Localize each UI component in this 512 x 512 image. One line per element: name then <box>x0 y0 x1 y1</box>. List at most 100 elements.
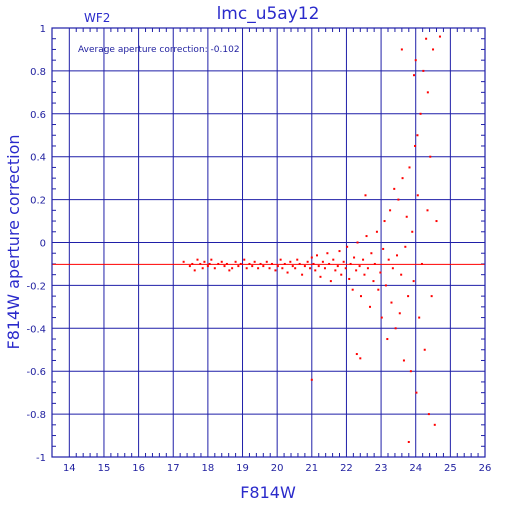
data-point <box>262 265 265 268</box>
data-point <box>404 245 407 248</box>
data-point <box>228 269 231 272</box>
x-tick-label-12: 26 <box>479 463 492 474</box>
y-tick-label-7: 0.4 <box>30 153 46 164</box>
y-tick-label-9: 0.8 <box>30 67 46 78</box>
data-point <box>321 260 324 263</box>
data-point <box>274 269 277 272</box>
data-point <box>383 220 386 223</box>
data-point <box>348 277 351 280</box>
data-point <box>182 260 185 263</box>
x-tick-label-3: 17 <box>167 463 180 474</box>
data-point <box>332 258 335 261</box>
data-point <box>429 155 432 158</box>
data-point <box>296 258 299 261</box>
x-axis-label: F814W <box>240 483 296 502</box>
data-point <box>359 357 362 360</box>
data-point <box>387 258 390 261</box>
data-point <box>419 112 422 115</box>
y-axis-label: F814W aperture correction <box>4 135 23 350</box>
data-point <box>391 267 394 270</box>
data-point <box>334 269 337 272</box>
data-point <box>234 260 237 263</box>
data-point <box>351 288 354 291</box>
data-point <box>231 267 234 270</box>
data-point <box>426 209 429 212</box>
data-point <box>423 348 426 351</box>
data-point <box>223 265 226 268</box>
data-point <box>412 74 415 77</box>
data-point <box>251 265 254 268</box>
x-tick-label-6: 20 <box>271 463 284 474</box>
data-point <box>390 301 393 304</box>
data-point <box>265 260 268 263</box>
data-point <box>203 260 206 263</box>
data-point <box>366 267 369 270</box>
data-point <box>414 59 417 62</box>
data-point <box>353 256 356 259</box>
data-point <box>243 258 246 261</box>
data-point <box>389 209 392 212</box>
data-point <box>355 353 358 356</box>
data-point <box>253 260 256 263</box>
data-point <box>276 265 279 268</box>
data-point <box>416 194 419 197</box>
y-tick-label-10: 1 <box>40 24 46 35</box>
data-point <box>397 198 400 201</box>
data-point <box>289 260 292 263</box>
chart-title: lmc_u5ay12 <box>217 4 320 24</box>
data-point <box>314 269 317 272</box>
data-point <box>294 267 297 270</box>
x-tick-label-4: 18 <box>202 463 215 474</box>
data-point <box>425 37 428 40</box>
data-point <box>355 269 358 272</box>
data-point <box>375 230 378 233</box>
data-point <box>329 280 332 283</box>
data-point <box>407 440 410 443</box>
data-point <box>220 260 223 263</box>
data-point <box>370 252 373 255</box>
data-point <box>400 48 403 51</box>
data-point <box>359 295 362 298</box>
data-point <box>368 305 371 308</box>
y-tick-label-6: 0.2 <box>30 196 46 207</box>
data-point <box>433 423 436 426</box>
tick-labels: 14 15 16 17 18 19 20 21 22 23 24 25 26 -1 -0.8 -0.6 -0.4… <box>26 24 491 474</box>
x-tick-label-7: 21 <box>305 463 318 474</box>
average-annotation: Average aperture correction: -0.102 <box>78 45 240 55</box>
data-points <box>182 35 441 443</box>
data-point <box>303 265 306 268</box>
data-point <box>362 258 365 261</box>
data-point <box>201 267 204 270</box>
x-tick-label-1: 15 <box>98 463 111 474</box>
data-point <box>379 271 382 274</box>
data-point <box>408 166 411 169</box>
data-point <box>338 250 341 253</box>
y-tick-label-3: -0.4 <box>26 324 46 335</box>
data-point <box>396 254 399 257</box>
data-point <box>342 260 345 263</box>
data-point <box>384 284 387 287</box>
data-point <box>213 267 216 270</box>
data-point <box>409 370 412 373</box>
data-point <box>415 391 418 394</box>
data-point <box>432 48 435 51</box>
data-point <box>430 295 433 298</box>
data-point <box>319 275 322 278</box>
data-point <box>407 295 410 298</box>
data-point <box>414 144 417 147</box>
data-point <box>438 35 441 38</box>
x-tick-label-11: 25 <box>444 463 457 474</box>
data-point <box>257 267 260 270</box>
data-point <box>309 267 312 270</box>
data-point <box>405 215 408 218</box>
x-tick-label-2: 16 <box>132 463 145 474</box>
data-point <box>279 258 282 261</box>
data-point <box>363 273 366 276</box>
data-point <box>268 267 271 270</box>
y-tick-label-5: 0 <box>40 239 46 250</box>
data-point <box>326 252 329 255</box>
data-point <box>315 254 318 257</box>
y-tick-label-0: -1 <box>36 453 46 464</box>
data-point <box>393 187 396 190</box>
y-tick-label-4: -0.2 <box>26 281 46 292</box>
